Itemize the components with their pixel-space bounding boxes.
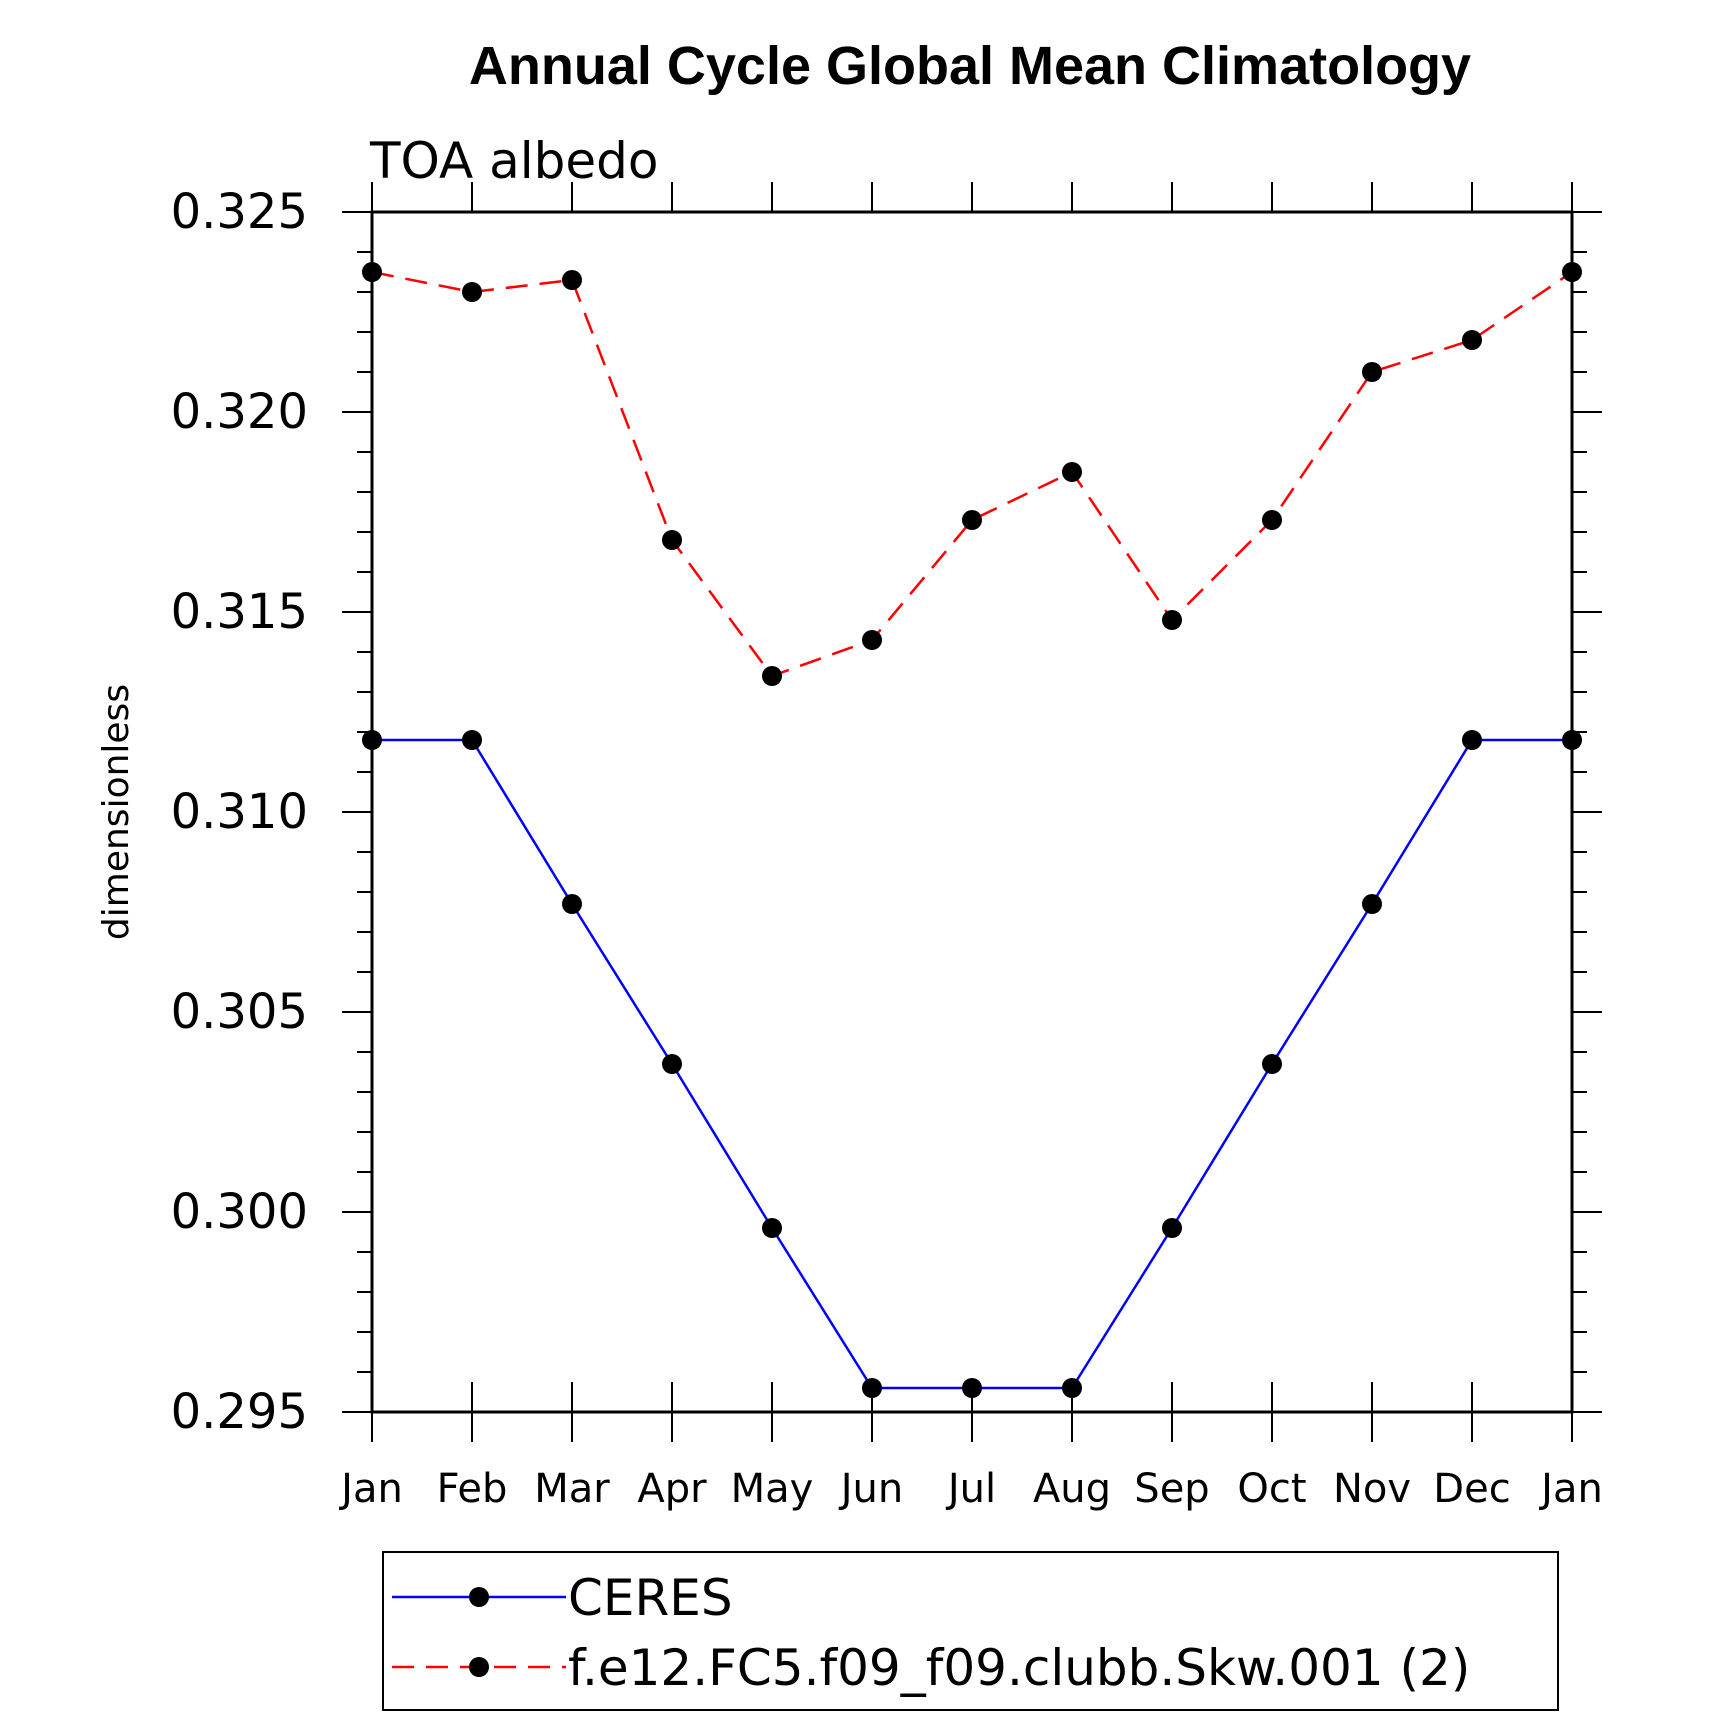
series-line: [371, 270, 1573, 678]
data-point: [1562, 730, 1582, 750]
chart-subtitle: TOA albedo: [369, 132, 658, 190]
data-point: [862, 1378, 882, 1398]
x-tick-label: Mar: [534, 1466, 610, 1512]
data-point: [662, 1054, 682, 1074]
data-point: [562, 270, 582, 290]
legend-entries: CERES f.e12.FC5.f09_f09.clubb.Skw.001 (2): [392, 1569, 1470, 1697]
data-point: [762, 666, 782, 686]
x-tick-label: Sep: [1134, 1466, 1209, 1512]
x-tick-label: Nov: [1333, 1466, 1411, 1512]
series-line: [372, 738, 1572, 1390]
data-point: [862, 630, 882, 650]
legend-entry: f.e12.FC5.f09_f09.clubb.Skw.001 (2): [392, 1639, 1470, 1697]
legend-marker: [469, 1657, 489, 1677]
y-tick-label: 0.320: [171, 384, 308, 440]
x-tick-label: Jul: [945, 1466, 996, 1512]
x-tick-label: Aug: [1033, 1466, 1111, 1512]
data-point: [962, 1378, 982, 1398]
data-point: [462, 730, 482, 750]
x-tick-label: Apr: [637, 1466, 707, 1512]
data-point: [462, 282, 482, 302]
y-tick-label: 0.295: [171, 1384, 308, 1440]
data-point: [762, 1218, 782, 1238]
data-point: [1062, 1378, 1082, 1398]
x-tick-label: May: [731, 1466, 814, 1512]
y-axis-label: dimensionless: [96, 684, 137, 940]
data-point: [1362, 894, 1382, 914]
data-point: [962, 510, 982, 530]
series-layer: [362, 262, 1582, 1398]
data-point: [1462, 730, 1482, 750]
chart-title: Annual Cycle Global Mean Climatology: [469, 36, 1471, 96]
data-point: [1162, 1218, 1182, 1238]
legend-label: f.e12.FC5.f09_f09.clubb.Skw.001 (2): [568, 1639, 1470, 1697]
data-point: [362, 730, 382, 750]
x-tick-label: Dec: [1433, 1466, 1510, 1512]
series-1: [362, 730, 1582, 1398]
data-point: [1562, 262, 1582, 282]
legend-box: [382, 1551, 1559, 1711]
x-tick-labels: Jan Feb Mar Apr May Jun Jul Aug Sep Oct Nov Dec Jan: [338, 1466, 1603, 1512]
legend-marker: [469, 1587, 489, 1607]
data-point: [662, 530, 682, 550]
data-point: [1362, 362, 1382, 382]
legend-entry: CERES: [392, 1569, 733, 1627]
data-point: [362, 262, 382, 282]
plot-frame: [370, 210, 1574, 1414]
x-tick-label: Jan: [338, 1466, 403, 1512]
y-tick-label: 0.325: [171, 184, 308, 240]
data-point: [562, 894, 582, 914]
legend: CERES f.e12.FC5.f09_f09.clubb.Skw.001 (2): [382, 1551, 1559, 1711]
data-point: [1162, 610, 1182, 630]
y-tick-labels: 0.295 0.300 0.305 0.310 0.315 0.320 0.325: [171, 184, 308, 1440]
y-tick-label: 0.315: [171, 584, 308, 640]
y-tick-label: 0.310: [171, 784, 308, 840]
data-point: [1462, 330, 1482, 350]
data-point: [1262, 1054, 1282, 1074]
x-tick-label: Feb: [437, 1466, 508, 1512]
legend-label: CERES: [568, 1569, 733, 1627]
x-tick-label: Jan: [1538, 1466, 1603, 1512]
data-point: [1062, 462, 1082, 482]
axis-ticks: [342, 182, 1602, 1442]
y-tick-label: 0.300: [171, 1184, 308, 1240]
x-tick-label: Jun: [838, 1466, 904, 1512]
data-point: [1262, 510, 1282, 530]
x-tick-label: Oct: [1237, 1466, 1306, 1512]
y-tick-label: 0.305: [171, 984, 308, 1040]
series-2: [362, 262, 1582, 686]
